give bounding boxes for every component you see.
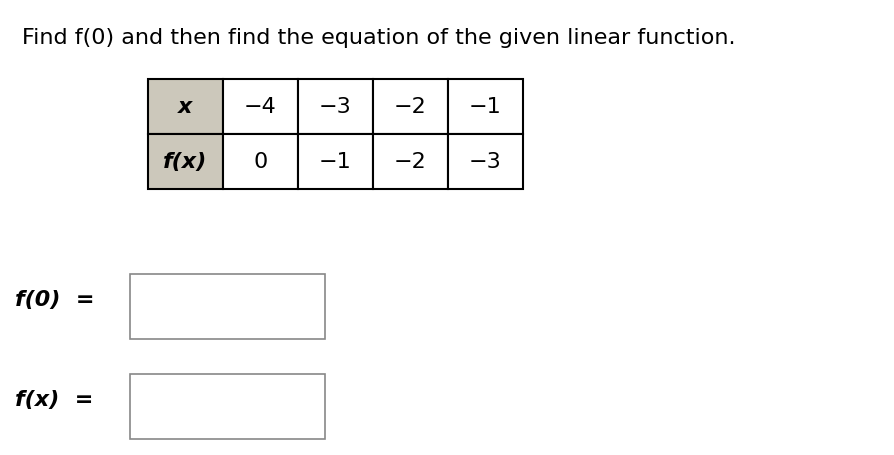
Bar	[298, 80, 373, 135]
Bar	[148, 135, 223, 190]
Text: Find f(0) and then find the equation of the given linear function.: Find f(0) and then find the equation of …	[22, 28, 736, 48]
Text: −3: −3	[469, 152, 502, 172]
Text: −3: −3	[319, 97, 352, 117]
Text: x: x	[178, 97, 193, 117]
Bar	[130, 274, 325, 339]
Bar	[148, 80, 223, 135]
Text: 0: 0	[253, 152, 267, 172]
Bar	[448, 135, 523, 190]
Text: −1: −1	[469, 97, 502, 117]
Bar	[373, 135, 448, 190]
Bar	[223, 80, 298, 135]
Bar	[130, 374, 325, 439]
Text: f(0)  =: f(0) =	[15, 289, 95, 309]
Text: −2: −2	[394, 97, 426, 117]
Text: −1: −1	[319, 152, 352, 172]
Text: f(x): f(x)	[164, 152, 207, 172]
Bar	[298, 135, 373, 190]
Text: −2: −2	[394, 152, 426, 172]
Text: f(x)  =: f(x) =	[15, 389, 93, 409]
Text: −4: −4	[244, 97, 277, 117]
Bar	[373, 80, 448, 135]
Bar	[448, 80, 523, 135]
Bar	[223, 135, 298, 190]
